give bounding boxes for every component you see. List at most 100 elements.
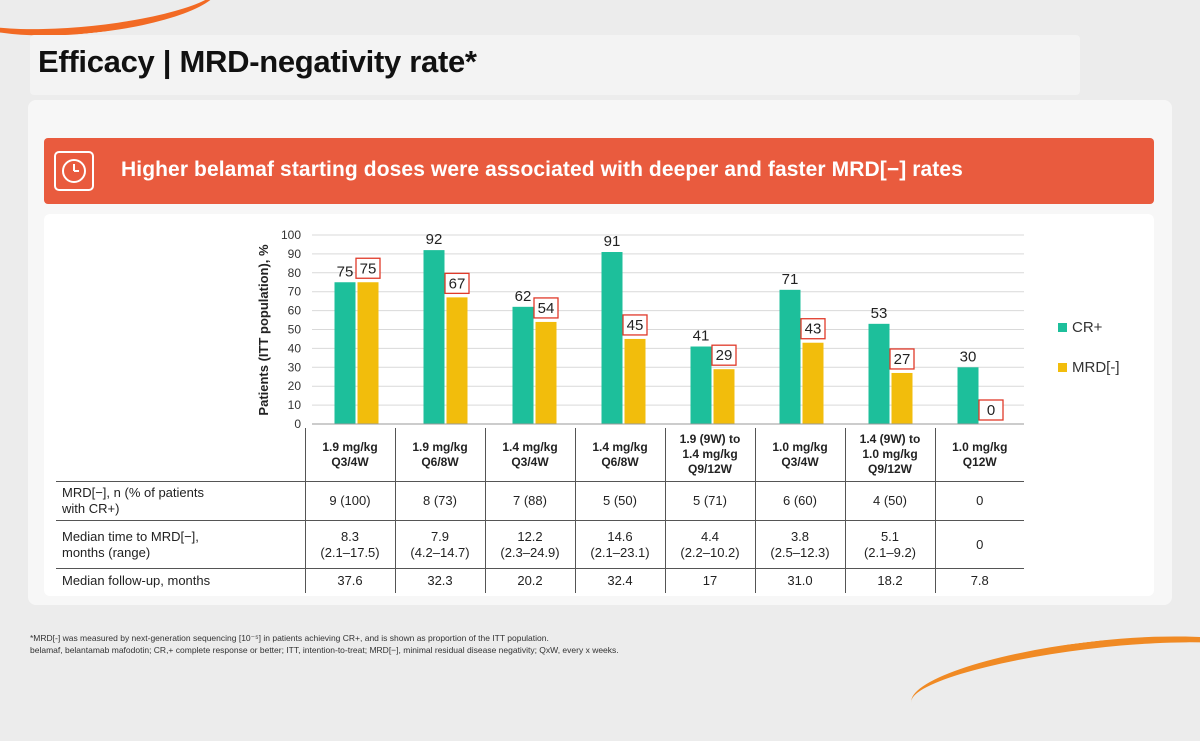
footnote-mrd-definition: *MRD[-] was measured by next-generation … [30,633,549,643]
x-tick-label: 1.9 mg/kg Q6/8W [394,428,485,482]
table-cell: 9 (100) [304,481,395,521]
bar-mrd [891,372,913,424]
row-label: MRD[−], n (% of patients with CR+) [56,481,305,521]
table-cell: 6 (60) [754,481,845,521]
table-cell: 7 (88) [484,481,575,521]
page-title: Efficacy | MRD-negativity rate* [38,44,477,79]
y-tick-label: 90 [288,247,302,261]
data-label-cr: 75 [337,263,354,280]
results-table: 1.9 mg/kg Q3/4W 1.9 mg/kg Q6/8W 1.4 mg/kg Q3/… [56,428,1024,593]
x-tick-label: 1.4 (9W) to 1.0 mg/kg Q9/12W [844,428,935,482]
x-tick-label: 1.0 mg/kg Q12W [934,428,1024,482]
table-cell: 0 [934,520,1024,569]
table-row: Median time to MRD[−], months (range) 8.3(… [56,520,1024,569]
table-cell: 20.2 [484,568,575,593]
footnote-abbreviations: belamaf, belantamab mafodotin; CR,+ comp… [30,645,619,655]
x-tick-label: 1.0 mg/kg Q3/4W [754,428,845,482]
table-cell: 7.8 [934,568,1024,593]
legend-item-cr: CR+ [1058,318,1120,336]
row-label: Median follow-up, months [56,568,305,593]
data-label-mrd: 27 [894,351,911,368]
title-bar [30,35,1080,95]
legend-swatch-cr [1058,322,1067,332]
bar-mrd [802,342,824,424]
table-cell: 32.4 [574,568,665,593]
table-cell: 14.6 (2.1–23.1) [574,520,665,569]
chart-legend: CR+ MRD[-] [1058,318,1120,398]
y-tick-label: 80 [288,266,302,280]
table-cell: 37.6 [304,568,395,593]
y-tick-label: 30 [288,360,302,374]
y-tick-label: 0 [294,417,301,431]
data-label-mrd-box [800,318,826,340]
clock-icon [54,151,94,191]
table-cell: 3.8 (2.5–12.3) [754,520,845,569]
bar-cr [334,282,356,424]
table-cell: 8 (73) [394,481,485,521]
legend-label-mrd: MRD[-] [1072,358,1120,376]
y-tick-label: 60 [288,304,302,318]
banner-text: Higher belamaf starting doses were assoc… [121,158,963,181]
y-tick-label: 10 [288,398,302,412]
y-tick-label: 40 [288,341,302,355]
bar-chart: 0 10 20 30 40 50 60 70 80 90 100 Patients (ITT popu… [256,228,1024,431]
y-tick-label: 70 [288,285,302,299]
y-tick-label: 20 [288,379,302,393]
bar-cr [690,346,712,424]
legend-item-mrd: MRD[-] [1058,358,1120,376]
bar-mrd [446,297,468,424]
bar-mrd [357,282,379,424]
x-tick-label: 1.9 (9W) to 1.4 mg/kg Q9/12W [664,428,755,482]
table-cell: 5 (71) [664,481,755,521]
data-label-mrd-box [355,257,381,279]
table-cell: 31.0 [754,568,845,593]
bar-cr [957,367,979,424]
table-row: MRD[−], n (% of patients with CR+) 9 (100)… [56,481,1024,521]
table-cell: 32.3 [394,568,485,593]
table-cell: 12.2 (2.3–24.9) [484,520,575,569]
footnotes: *MRD[-] was measured by next-generation … [30,632,619,656]
bar-cr [423,250,445,424]
data-label-mrd-box [444,272,470,295]
table-cell: 8.3 (2.1–17.5) [304,520,395,569]
data-label-cr: 62 [515,288,532,305]
y-axis-label: Patients (ITT population), % [256,244,271,416]
data-label-mrd: 0 [987,402,995,419]
bar-mrd [535,321,557,424]
table-cell: 5.1 (2.1–9.2) [844,520,935,569]
data-label-mrd: 29 [716,347,733,364]
row-label: Median time to MRD[−], months (range) [56,520,305,569]
table-cell: 4.4 (2.2–10.2) [664,520,755,569]
data-label-mrd-box [978,399,1004,421]
legend-swatch-mrd [1058,362,1067,372]
x-tick-label: 1.4 mg/kg Q6/8W [574,428,665,482]
x-tick-label: 1.4 mg/kg Q3/4W [484,428,575,482]
table-cell: 18.2 [844,568,935,593]
data-label-mrd-box [533,297,559,319]
data-label-mrd-box [711,344,737,366]
data-label-cr: 92 [426,231,443,248]
table-cell: 7.9 (4.2–14.7) [394,520,485,569]
table-header-row: 1.9 mg/kg Q3/4W 1.9 mg/kg Q6/8W 1.4 mg/kg Q3/… [56,428,1024,482]
data-label-mrd: 45 [627,317,644,334]
data-label-mrd-box [622,314,648,336]
table-cell: 17 [664,568,755,593]
data-label-mrd: 67 [449,275,466,292]
table-cell: 4 (50) [844,481,935,521]
bar-cr [512,306,534,424]
table-cell: 5 (50) [574,481,665,521]
data-label-cr: 41 [693,328,710,345]
legend-label-cr: CR+ [1072,318,1103,336]
data-label-mrd-box [889,348,915,370]
data-label-mrd: 43 [805,321,822,338]
bar-mrd [624,338,646,424]
x-tick-label: 1.9 mg/kg Q3/4W [304,428,395,482]
data-label-cr: 30 [960,348,977,365]
table-cell: 0 [934,481,1024,521]
data-label-cr: 71 [782,271,799,288]
bar-cr [868,323,890,424]
data-label-cr: 53 [871,305,888,322]
bar-cr [601,252,623,424]
y-tick-label: 100 [281,228,301,242]
bar-cr [779,289,801,424]
